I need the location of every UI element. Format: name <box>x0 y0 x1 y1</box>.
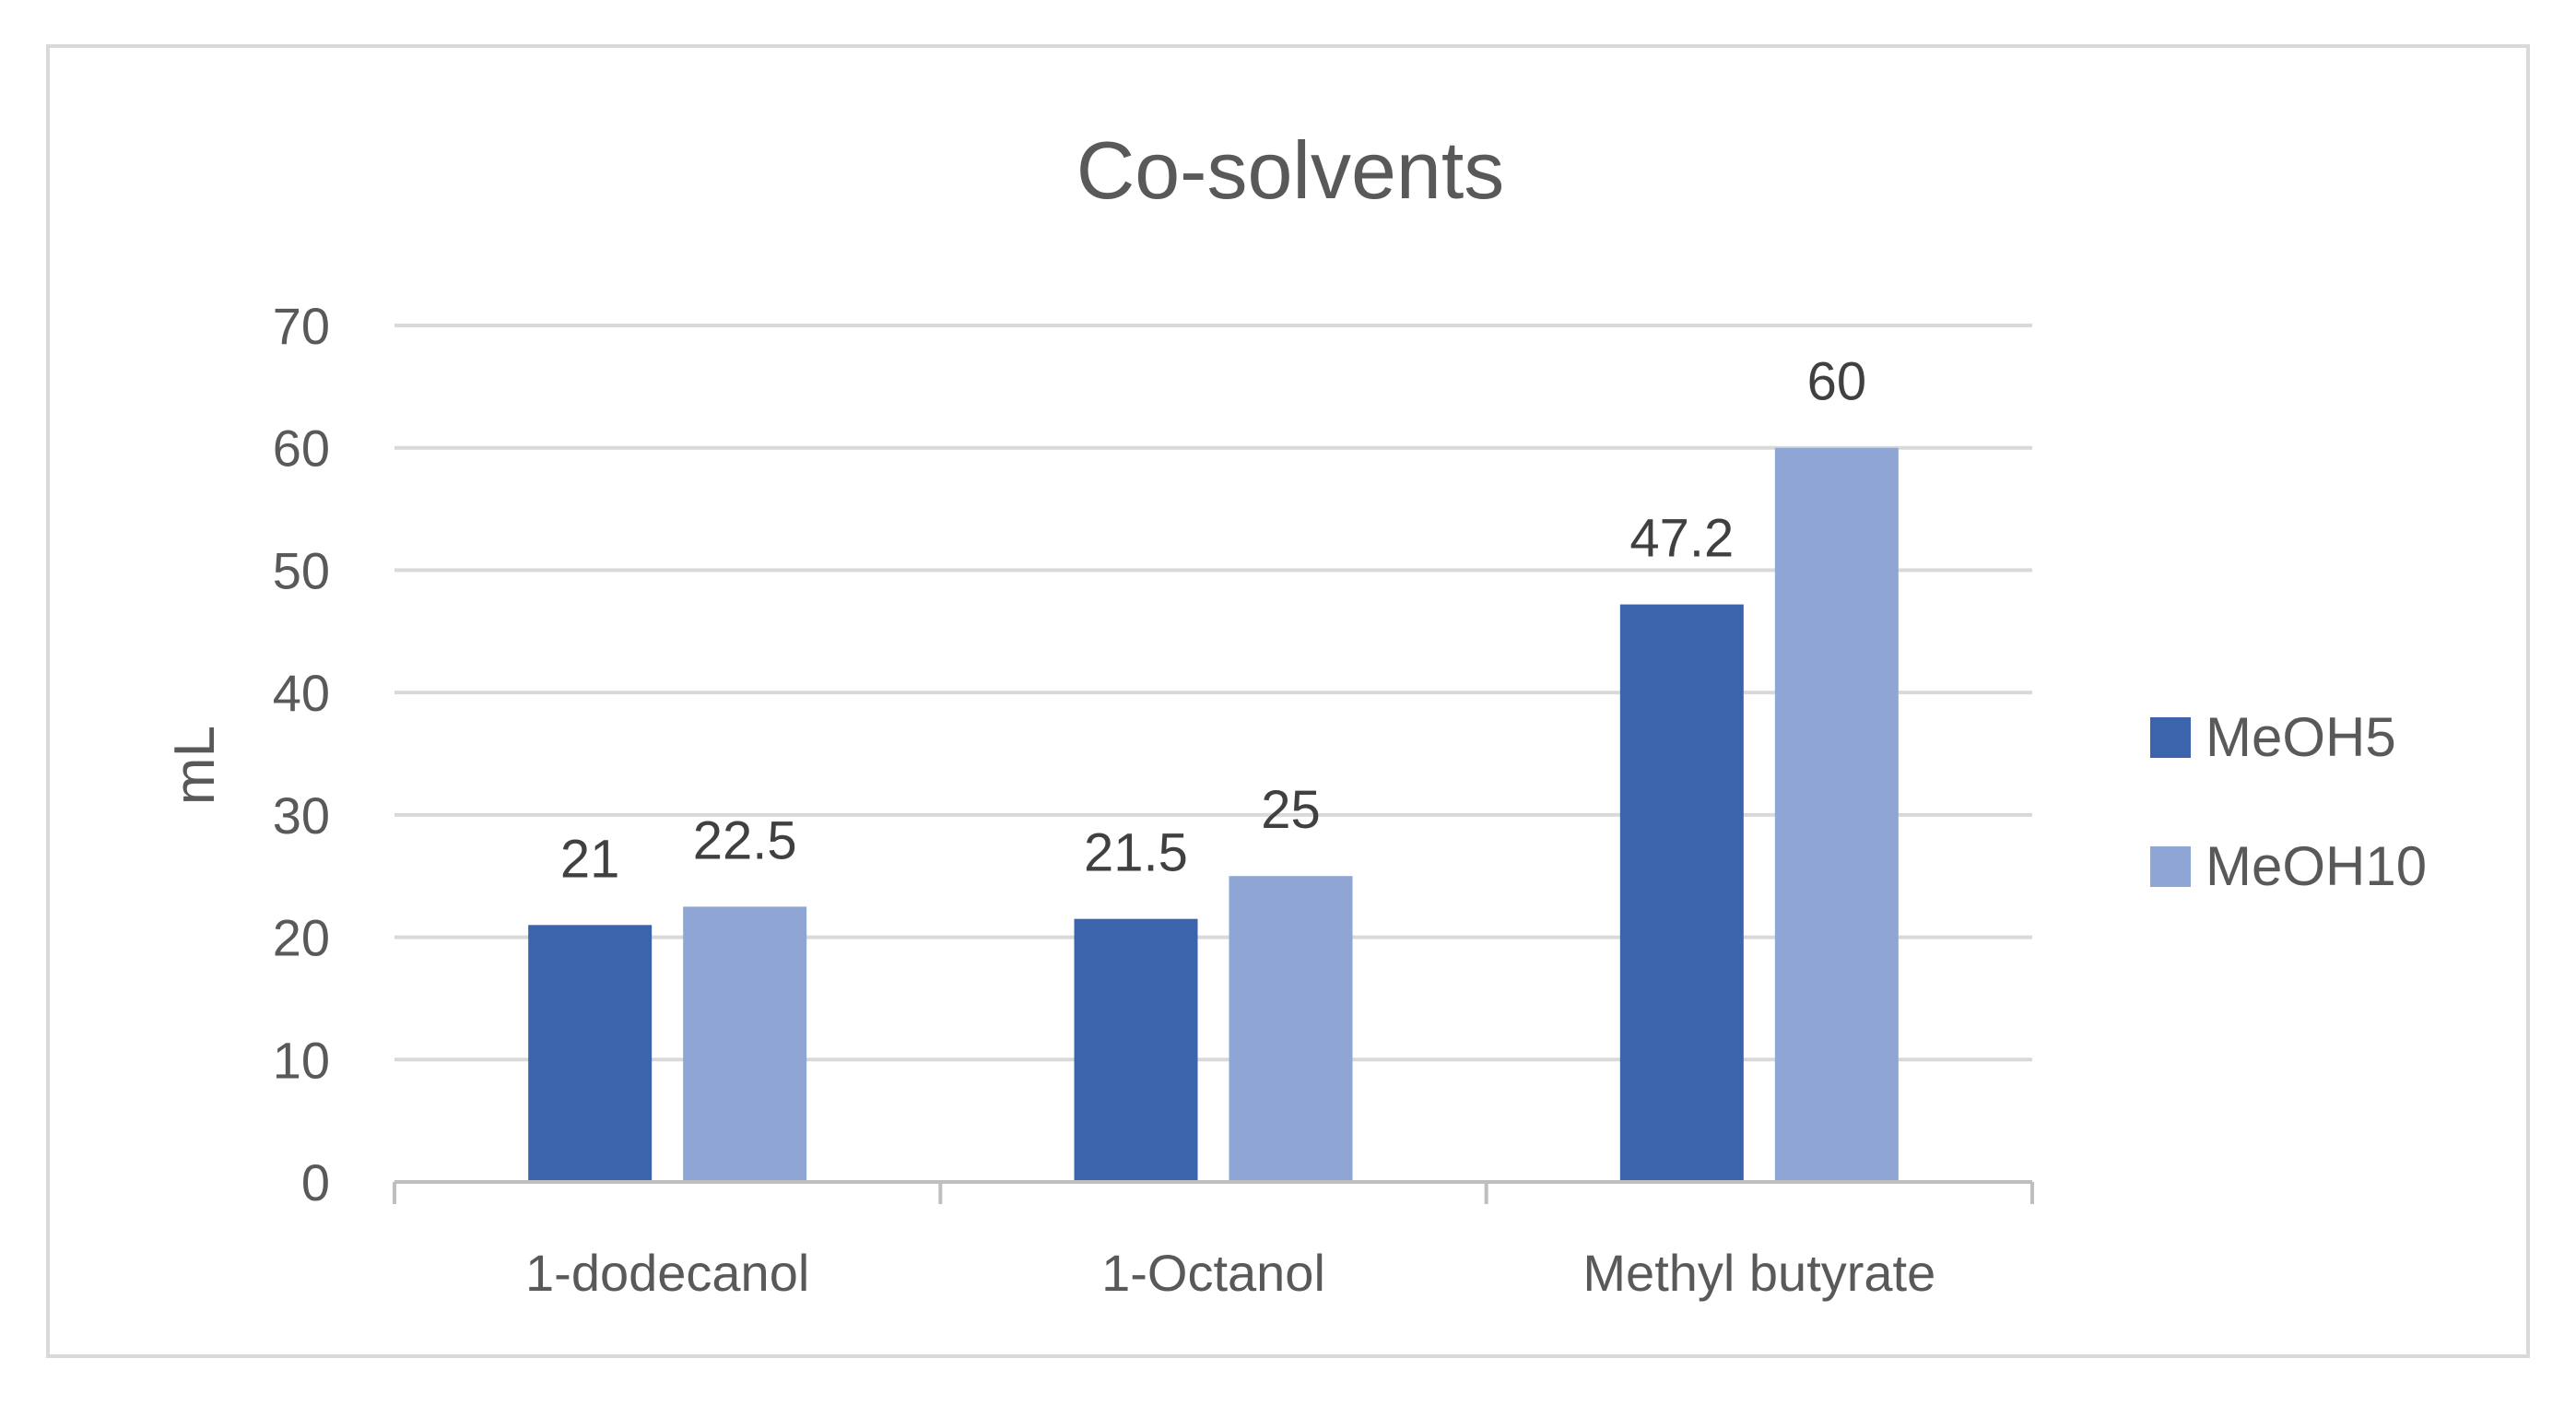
data-label: 25 <box>1261 780 1321 840</box>
bar-meoh5-1 <box>528 925 653 1180</box>
bar-meoh10-2 <box>1229 876 1353 1180</box>
bar-meoh10-3 <box>1774 447 1899 1180</box>
y-tick-label: 0 <box>301 1153 330 1211</box>
data-label: 21.5 <box>1084 823 1188 883</box>
bar-meoh10-1 <box>683 906 807 1180</box>
x-tick-label: 1-dodecanol <box>525 1244 809 1302</box>
y-tick-label: 70 <box>273 297 330 355</box>
gridlines <box>394 324 2032 1062</box>
x-axis: 1-dodecanol 1-Octanol Methyl butyrate <box>393 1180 2034 1302</box>
x-tick-label: Methyl butyrate <box>1582 1244 1935 1302</box>
bar-meoh5-2 <box>1074 918 1198 1180</box>
y-tick-label: 60 <box>273 419 330 478</box>
y-tick-label: 20 <box>273 909 330 967</box>
legend-label: MeOH10 <box>2205 835 2427 897</box>
y-axis-title: mL <box>163 726 227 805</box>
bar-meoh5-3 <box>1619 604 1744 1180</box>
legend: MeOH5 MeOH10 <box>2150 706 2427 897</box>
bars: 21 22.5 21.5 25 47.2 60 <box>528 352 1899 1180</box>
legend-swatch-meoh5 <box>2150 717 2191 758</box>
x-tick-label: 1-Octanol <box>1101 1244 1325 1302</box>
chart-title: Co-solvents <box>1076 124 1505 216</box>
y-tick-label: 40 <box>273 664 330 722</box>
legend-swatch-meoh10 <box>2150 846 2191 887</box>
legend-label: MeOH5 <box>2205 706 2396 768</box>
data-label: 60 <box>1807 352 1867 412</box>
y-tick-label: 30 <box>273 786 330 845</box>
data-label: 47.2 <box>1629 509 1734 569</box>
data-label: 22.5 <box>693 810 797 870</box>
y-tick-label: 10 <box>273 1031 330 1089</box>
y-axis-ticks: 0 10 20 30 40 50 60 70 <box>273 297 330 1211</box>
data-label: 21 <box>560 829 620 889</box>
y-tick-label: 50 <box>273 541 330 599</box>
